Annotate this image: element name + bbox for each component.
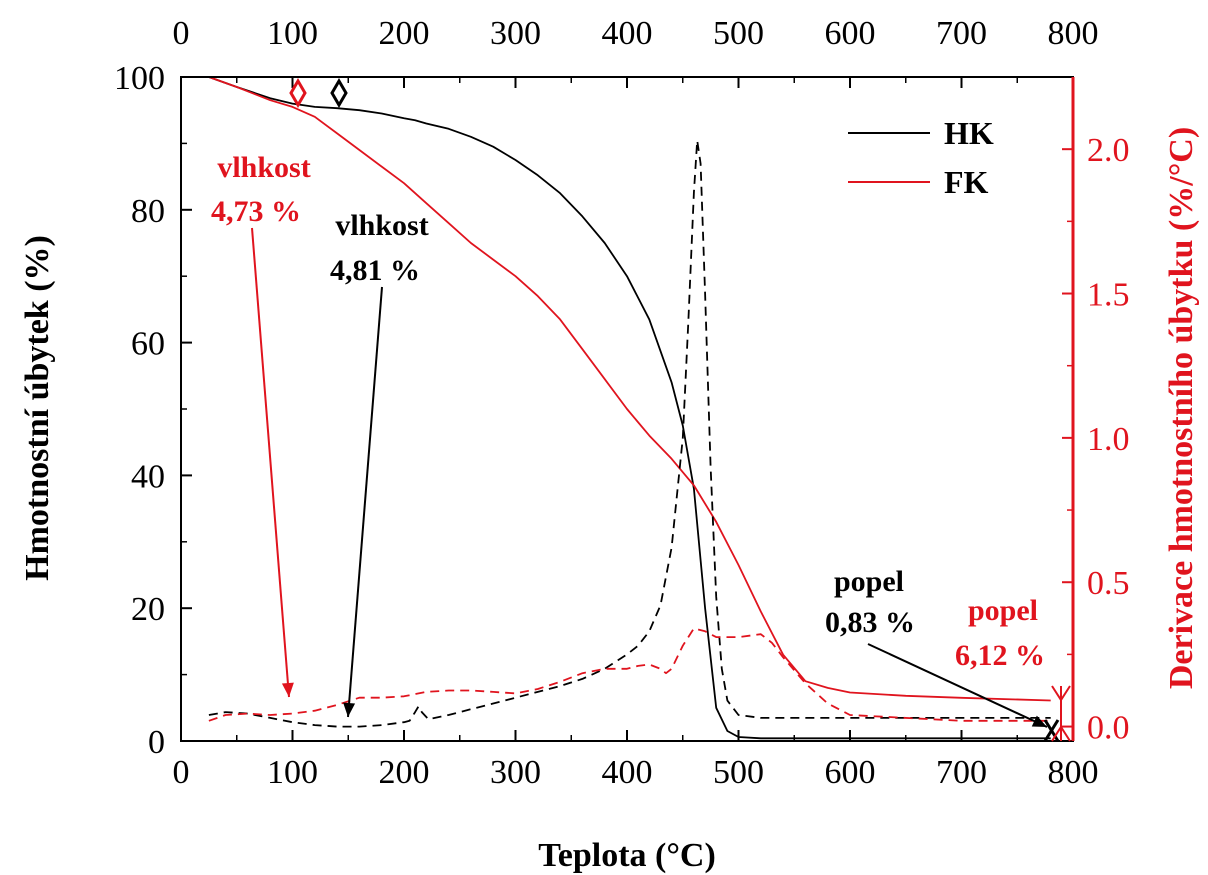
arrow-moisture-hk-head — [343, 702, 356, 717]
x-tick-label-bottom: 700 — [936, 754, 987, 791]
annotation-moisture-hk-title: vlhkost — [335, 209, 428, 242]
x-tick-label-top: 100 — [267, 15, 318, 52]
moisture-marker-fk — [289, 78, 307, 108]
x-axis-title: Teplota (°C) — [538, 837, 716, 874]
x-tick-label-bottom: 500 — [713, 754, 764, 791]
x-tick-label-top: 300 — [490, 15, 541, 52]
y-right-tick-label: 2.0 — [1087, 132, 1130, 169]
x-tick-label-bottom: 100 — [267, 754, 318, 791]
legend-label-fk: FK — [944, 164, 989, 200]
x-tick-label-top: 0 — [173, 15, 190, 52]
y-right-tick-label: 0.5 — [1087, 565, 1130, 602]
series-line-fk-derivative — [208, 627, 1051, 722]
ash-marker-hk — [1043, 719, 1060, 742]
y-right-axis-title: Derivace hmotnostního úbytku (%/°C) — [1163, 127, 1200, 689]
arrow-moisture-hk-shaft — [347, 286, 383, 718]
annotation-moisture-fk-value: 4,73 % — [211, 195, 301, 228]
x-tick-label-bottom: 400 — [602, 754, 653, 791]
arrow-moisture-fk-shaft — [251, 227, 290, 698]
x-tick-label-top: 800 — [1048, 15, 1099, 52]
annotation-ash-fk-title: popel — [968, 594, 1038, 627]
moisture-marker-hk — [330, 78, 348, 108]
annotation-ash-fk-value: 6,12 % — [955, 639, 1045, 672]
y-left-tick-label: 60 — [131, 326, 165, 363]
x-tick-label-bottom: 200 — [379, 754, 430, 791]
ash-marker-fk — [1051, 725, 1071, 742]
y-left-tick-label: 40 — [131, 458, 165, 495]
series-line-fk-mass — [208, 76, 1051, 702]
y-left-tick-label: 0 — [148, 724, 165, 761]
series-line-hk-mass — [208, 76, 1051, 740]
x-tick-label-bottom: 800 — [1048, 754, 1099, 791]
arrow-ash-hk-shaft — [867, 643, 1048, 728]
x-tick-label-top: 600 — [825, 15, 876, 52]
arrow-moisture-fk-head — [281, 682, 294, 697]
y-right-tick-label: 1.5 — [1087, 277, 1130, 314]
x-tick-label-top: 200 — [379, 15, 430, 52]
y-left-tick-label: 100 — [114, 60, 165, 97]
series-lines — [208, 76, 1051, 740]
y-left-tick-label: 80 — [131, 193, 165, 230]
annotation-moisture-fk-title: vlhkost — [217, 151, 310, 184]
annotation-moisture-hk-value: 4,81 % — [330, 254, 420, 287]
axis-ticks: 0010010020020030030040040050050060060070… — [114, 15, 1130, 791]
ash-marker-fk — [1051, 685, 1071, 702]
x-tick-label-top: 400 — [602, 15, 653, 52]
annotation-arrows — [251, 78, 1071, 742]
x-tick-label-bottom: 600 — [825, 754, 876, 791]
annotation-ash-hk-title: popel — [834, 565, 904, 598]
x-tick-label-top: 700 — [936, 15, 987, 52]
legend-label-hk: HK — [944, 115, 994, 151]
legend: HK FK — [848, 115, 994, 200]
y-left-tick-label: 20 — [131, 591, 165, 628]
x-tick-label-top: 500 — [713, 15, 764, 52]
arrow-ash-hk-head — [1031, 715, 1047, 727]
x-tick-label-bottom: 0 — [173, 754, 190, 791]
series-line-hk-derivative — [208, 139, 1051, 728]
y-right-tick-label: 1.0 — [1087, 421, 1130, 458]
x-tick-label-bottom: 300 — [490, 754, 541, 791]
annotation-ash-hk-value: 0,83 % — [825, 606, 915, 639]
y-left-axis-title: Hmotnostní úbytek (%) — [19, 235, 56, 581]
y-right-tick-label: 0.0 — [1087, 710, 1130, 747]
